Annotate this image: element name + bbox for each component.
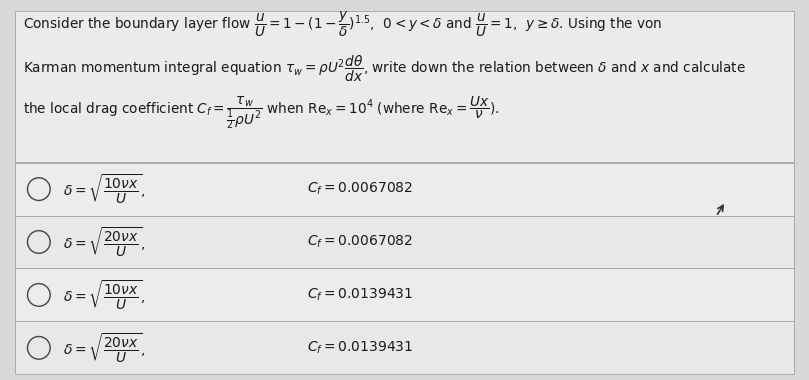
Text: the local drag coefficient $C_f = \dfrac{\tau_w}{\frac{1}{2}\rho U^2}$ when $\ma: the local drag coefficient $C_f = \dfrac… xyxy=(23,93,499,131)
Text: $C_f = 0.0067082$: $C_f = 0.0067082$ xyxy=(307,234,413,250)
FancyBboxPatch shape xyxy=(15,163,794,215)
Text: $C_f = 0.0139431$: $C_f = 0.0139431$ xyxy=(307,340,413,356)
Text: Karman momentum integral equation $\tau_w = \rho U^2 \dfrac{d\theta}{dx}$, write: Karman momentum integral equation $\tau_… xyxy=(23,53,745,84)
FancyBboxPatch shape xyxy=(15,11,794,162)
FancyBboxPatch shape xyxy=(15,215,287,268)
Text: $\delta = \sqrt{\dfrac{20\nu x}{U}}$,: $\delta = \sqrt{\dfrac{20\nu x}{U}}$, xyxy=(63,331,146,365)
Text: $C_f = 0.0139431$: $C_f = 0.0139431$ xyxy=(307,287,413,303)
Text: $\delta = \sqrt{\dfrac{10\nu x}{U}}$,: $\delta = \sqrt{\dfrac{10\nu x}{U}}$, xyxy=(63,172,146,206)
Text: $C_f = 0.0067082$: $C_f = 0.0067082$ xyxy=(307,181,413,197)
FancyBboxPatch shape xyxy=(15,215,794,268)
Text: $\delta = \sqrt{\dfrac{10\nu x}{U}}$,: $\delta = \sqrt{\dfrac{10\nu x}{U}}$, xyxy=(63,278,146,312)
Text: $\delta = \sqrt{\dfrac{20\nu x}{U}}$,: $\delta = \sqrt{\dfrac{20\nu x}{U}}$, xyxy=(63,225,146,259)
FancyBboxPatch shape xyxy=(15,268,794,321)
Text: Consider the boundary layer flow $\dfrac{u}{U} = 1 - (1 - \dfrac{y}{\delta})^{1.: Consider the boundary layer flow $\dfrac… xyxy=(23,10,662,39)
FancyBboxPatch shape xyxy=(15,321,794,374)
